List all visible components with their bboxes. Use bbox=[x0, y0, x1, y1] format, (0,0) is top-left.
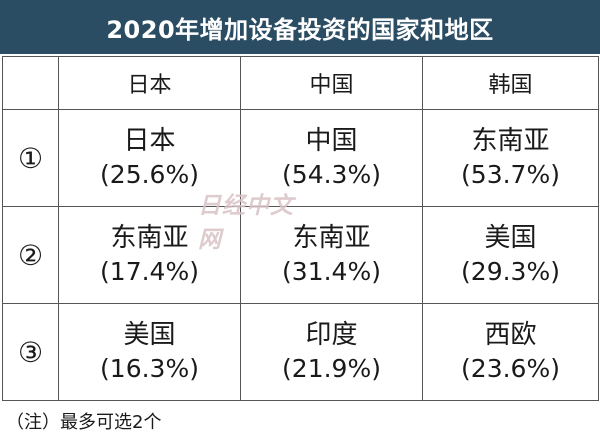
cell-percentage: (53.7%) bbox=[461, 160, 560, 189]
cell-country: 东南亚 bbox=[110, 223, 189, 253]
column-header-korea: 韩国 bbox=[422, 56, 599, 110]
cell-country: 美国 bbox=[123, 320, 176, 350]
table-cell: 东南亚 (31.4%) bbox=[240, 206, 423, 304]
cell-percentage: (54.3%) bbox=[282, 160, 381, 189]
cell-country: 西欧 bbox=[484, 320, 537, 350]
cell-percentage: (29.3%) bbox=[461, 257, 560, 286]
cell-percentage: (23.6%) bbox=[461, 354, 560, 383]
rank-label: ③ bbox=[2, 303, 59, 401]
cell-percentage: (25.6%) bbox=[100, 160, 199, 189]
table-cell: 西欧 (23.6%) bbox=[422, 303, 599, 401]
cell-country: 美国 bbox=[484, 223, 537, 253]
table-cell: 印度 (21.9%) bbox=[240, 303, 423, 401]
table-cell: 日本 (25.6%) bbox=[58, 109, 241, 207]
cell-percentage: (31.4%) bbox=[282, 257, 381, 286]
cell-country: 印度 bbox=[305, 320, 358, 350]
table-row: ① 日本 (25.6%) 中国 (54.3%) 东南亚 (53.7%) bbox=[2, 109, 599, 207]
table-cell: 东南亚 (53.7%) bbox=[422, 109, 599, 207]
header-corner bbox=[2, 56, 59, 110]
cell-country: 中国 bbox=[305, 126, 358, 156]
table-cell: 中国 (54.3%) bbox=[240, 109, 423, 207]
footnote: （注）最多可选2个 bbox=[6, 412, 162, 433]
table-cell: 东南亚 (17.4%) bbox=[58, 206, 241, 304]
cell-country: 东南亚 bbox=[471, 126, 550, 156]
rank-label: ① bbox=[2, 109, 59, 207]
cell-country: 东南亚 bbox=[292, 223, 371, 253]
header-row: 日本 中国 韩国 bbox=[2, 56, 599, 110]
table-cell: 美国 (29.3%) bbox=[422, 206, 599, 304]
table-title: 2020年增加设备投资的国家和地区 bbox=[0, 0, 600, 54]
table-row: ③ 美国 (16.3%) 印度 (21.9%) 西欧 (23.6%) bbox=[2, 303, 599, 401]
cell-country: 日本 bbox=[123, 126, 176, 156]
table-cell: 美国 (16.3%) bbox=[58, 303, 241, 401]
column-header-china: 中国 bbox=[240, 56, 423, 110]
cell-percentage: (16.3%) bbox=[100, 354, 199, 383]
table-row: ② 东南亚 (17.4%) 东南亚 (31.4%) 美国 (29.3%) bbox=[2, 206, 599, 304]
cell-percentage: (17.4%) bbox=[100, 257, 199, 286]
ranking-table: 日本 中国 韩国 ① 日本 (25.6%) 中国 (54.3%) 东南亚 (53.7%… bbox=[2, 56, 599, 401]
cell-percentage: (21.9%) bbox=[282, 354, 381, 383]
column-header-japan: 日本 bbox=[58, 56, 241, 110]
rank-label: ② bbox=[2, 206, 59, 304]
